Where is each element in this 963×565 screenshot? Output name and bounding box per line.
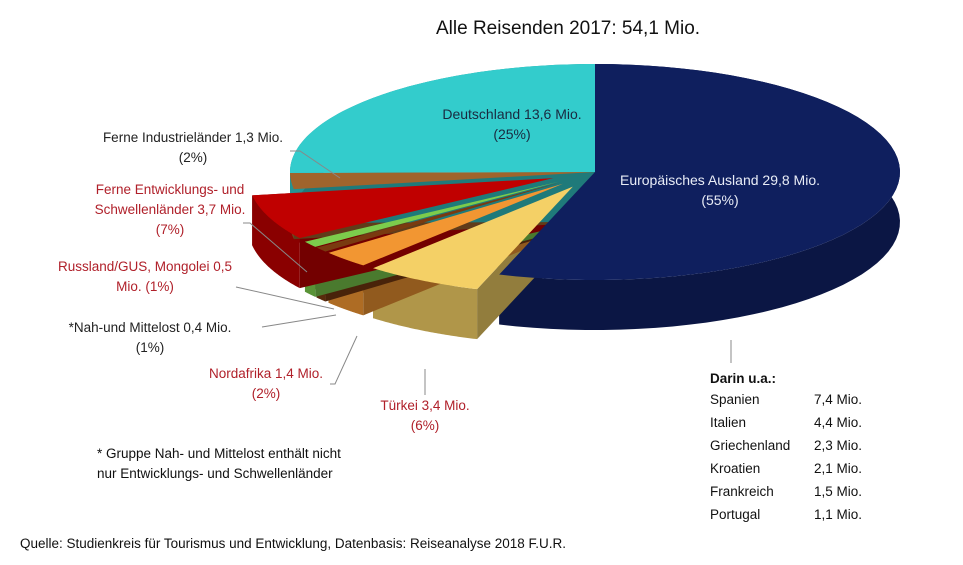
- label-ferne-entwicklung: Ferne Entwicklungs- und Schwellenländer …: [70, 180, 270, 240]
- label-text: Deutschland 13,6 Mio.: [442, 106, 582, 122]
- pie-slice-side-ferne-entwicklungs-und-schwellenländer: [252, 195, 300, 289]
- label-text: Europäisches Ausland 29,8 Mio.: [619, 172, 820, 188]
- label-text: Ferne Entwicklungs- und: [95, 182, 245, 197]
- pie-slice-deutschland: [290, 64, 595, 173]
- leader-line-ferne-industrie: [290, 150, 341, 179]
- label-text: *Nah-und Mittelost 0,4 Mio.: [68, 320, 232, 335]
- pie-slice-nordafrika: [328, 183, 564, 266]
- label-text: Nordafrika 1,4 Mio.: [208, 366, 324, 381]
- breakdown-country: Portugal: [710, 507, 761, 522]
- label-nahost: *Nah-und Mittelost 0,4 Mio. (1%): [50, 318, 250, 358]
- breakdown-value: 7,4 Mio.: [814, 392, 863, 407]
- breakdown-country: Griechenland: [710, 438, 791, 453]
- footnote-line: nur Entwicklungs- und Schwellenländer: [97, 466, 333, 481]
- breakdown-value: 1,5 Mio.: [814, 484, 863, 499]
- label-percent: (2%): [178, 150, 208, 165]
- breakdown-row: Kroatien 2,1 Mio.: [710, 461, 862, 484]
- pie-slice-europäisches-ausland: [499, 64, 900, 280]
- pie-slice-russland-gus-mongolei: [304, 181, 559, 247]
- label-percent: Mio. (1%): [116, 279, 174, 294]
- pie-slice-nah-und-mittelost: [316, 182, 560, 252]
- label-russland: Russland/GUS, Mongolei 0,5 Mio. (1%): [45, 257, 245, 297]
- label-text: Ferne Industrieländer 1,3 Mio.: [102, 130, 284, 145]
- breakdown-country: Kroatien: [710, 461, 761, 476]
- label-nordafrika: Nordafrika 1,4 Mio. (2%): [196, 364, 336, 404]
- breakdown-country: Italien: [710, 415, 747, 430]
- footnote: * Gruppe Nah- und Mittelost enthält nich…: [97, 444, 341, 484]
- label-tuerkei: Türkei 3,4 Mio. (6%): [360, 396, 490, 436]
- breakdown-row: Portugal 1,1 Mio.: [710, 507, 862, 530]
- pie-slice-ferne-industrieländer: [290, 172, 595, 190]
- label-percent: (6%): [410, 418, 440, 433]
- breakdown-value: 2,1 Mio.: [814, 461, 863, 476]
- breakdown-row: Spanien 7,4 Mio.: [710, 392, 862, 415]
- label-deutschland: Deutschland 13,6 Mio. (25%): [412, 104, 612, 144]
- label-text: Türkei 3,4 Mio.: [380, 398, 470, 413]
- label-percent: (55%): [701, 192, 739, 208]
- chart-title: Alle Reisenden 2017: 54,1 Mio.: [436, 18, 701, 39]
- breakdown-value: 1,1 Mio.: [814, 507, 863, 522]
- leader-line-ferne-entwicklung: [243, 222, 308, 273]
- breakdown-row: Griechenland 2,3 Mio.: [710, 438, 862, 461]
- leader-lines: [235, 150, 732, 395]
- leader-line-nahost: [261, 314, 337, 328]
- leader-line-russland: [235, 286, 335, 310]
- breakdown-value: 4,4 Mio.: [814, 415, 863, 430]
- source-note: Quelle: Studienkreis für Tourismus und E…: [20, 536, 567, 551]
- label-percent: (25%): [493, 126, 531, 142]
- pie-slice-ferne-entwicklungs-und-schwellenländer: [252, 178, 554, 239]
- breakdown-row: Frankreich 1,5 Mio.: [710, 484, 862, 507]
- label-percent: (2%): [251, 386, 281, 401]
- label-percent: (1%): [135, 340, 165, 355]
- breakdown-row: Italien 4,4 Mio.: [710, 415, 862, 438]
- footnote-line: * Gruppe Nah- und Mittelost enthält nich…: [97, 446, 341, 461]
- label-europa: Europäisches Ausland 29,8 Mio. (55%): [600, 170, 840, 210]
- label-text: Russland/GUS, Mongolei 0,5: [57, 259, 233, 274]
- label-text-2: Schwellenländer 3,7 Mio.: [94, 202, 246, 217]
- pie-slice-türkei: [373, 186, 573, 290]
- label-percent: (7%): [155, 222, 185, 237]
- breakdown-table: Darin u.a.: Spanien 7,4 Mio. Italien 4,4 Mi…: [710, 371, 862, 530]
- breakdown-country: Spanien: [710, 392, 760, 407]
- breakdown-heading: Darin u.a.:: [710, 371, 777, 386]
- breakdown-country: Frankreich: [710, 484, 774, 499]
- breakdown-value: 2,3 Mio.: [814, 438, 863, 453]
- leader-line-nordafrika: [330, 335, 358, 385]
- label-ferne-industrie: Ferne Industrieländer 1,3 Mio. (2%): [88, 128, 298, 168]
